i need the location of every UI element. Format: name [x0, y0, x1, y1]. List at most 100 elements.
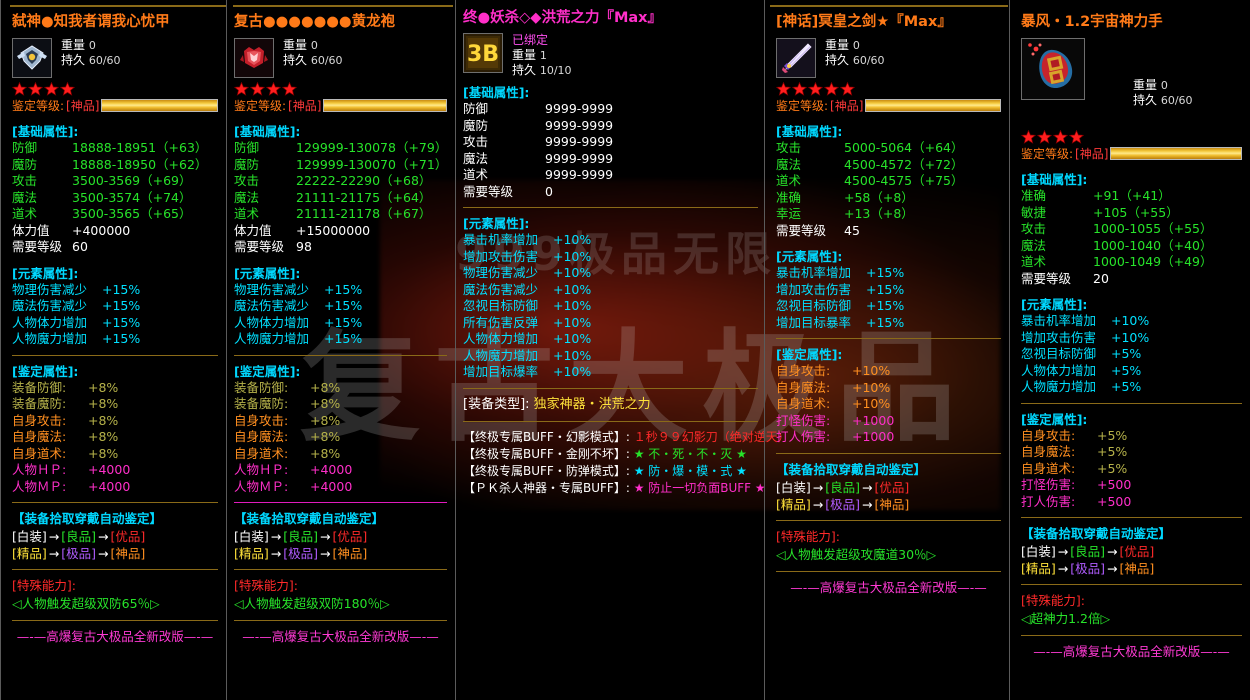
buff-row: 【终极专属BUFF・金刚不坏】: ★ 不・死・不・灭 ★	[463, 446, 758, 463]
divider	[234, 620, 447, 621]
identify-attributes-section: [鉴定属性]: 自身攻击: +5% 自身魔法: +5% 自身道术: +5% 打怪伤害: +50…	[1021, 411, 1242, 511]
chain-arrow-icon: →	[270, 546, 282, 561]
star-icon	[282, 82, 297, 96]
identify-attribute-rows: 装备防御: +8% 装备魔防: +8% 自身攻击: +8% 自身魔法: +8% 自身道术: +8%…	[12, 380, 218, 496]
attribute-label: 暴击机率增加	[776, 265, 852, 280]
item-panel-4[interactable]: [神话]冥皇之剑★『Max』 重量 0 持久 60/60	[766, 0, 1009, 700]
attribute-row: 装备魔防: +8%	[12, 396, 218, 413]
attribute-value: +13（+8）	[844, 206, 914, 221]
base-attribute-rows: 防御 129999-130078（+79） 魔防 129999-130070（+71）…	[234, 140, 447, 256]
item-header: 重量 0 持久 60/60	[776, 38, 1001, 78]
weight-value: 0	[852, 39, 860, 52]
durability-value: 60/60	[852, 54, 885, 67]
attribute-label: 人物体力增加	[1021, 362, 1097, 378]
attribute-label: 自身攻击:	[1021, 427, 1076, 443]
talisman-icon[interactable]: 3B	[463, 33, 503, 73]
attribute-label: 自身道术:	[776, 396, 831, 411]
chain-arrow-icon: →	[812, 496, 824, 512]
attribute-row: 自身攻击: +10%	[776, 363, 1001, 380]
attribute-label: 准确	[776, 189, 802, 205]
star-icon	[1037, 130, 1052, 144]
attribute-row: 攻击 5000-5064（+64）	[776, 140, 1001, 157]
base-attributes-header: [基础属性]:	[776, 124, 843, 139]
attribute-label: 增加目标爆率	[463, 364, 539, 379]
attribute-value: +5%	[1097, 427, 1128, 443]
attribute-label: 人物ＨＰ:	[12, 462, 67, 477]
attribute-row: 物理伤害减少 +15%	[234, 282, 447, 299]
star-icon	[60, 82, 75, 96]
attribute-row: 体力值 +400000	[12, 223, 218, 240]
element-attribute-rows: 暴击机率增加 +10% 增加攻击伤害 +10% 忽视目标防御 +5% 人物体力增加 +5% 人物…	[1021, 313, 1242, 396]
attribute-label: 增加攻击伤害	[1021, 329, 1097, 345]
attribute-row: 忽视目标防御 +15%	[776, 298, 1001, 315]
attribute-value: 3500-3574（+74）	[72, 189, 192, 205]
attribute-value: +10%	[852, 363, 891, 378]
identify-level-label: 鉴定等级:	[12, 99, 65, 113]
identify-grade: [神品]	[288, 99, 322, 113]
attribute-value: +10%	[1111, 313, 1150, 328]
robe-icon[interactable]	[234, 38, 274, 78]
item-meta: 重量 0 持久 60/60	[61, 38, 121, 68]
attribute-label: 自身魔法:	[776, 379, 831, 395]
attribute-row: 自身魔法: +8%	[12, 429, 218, 446]
attribute-value: +15000000	[296, 222, 371, 238]
quality-divine: [神品]	[1119, 561, 1155, 576]
item-panel-1[interactable]: 弑神●知我者谓我心忧甲 重量 0 持久 60/60	[2, 0, 226, 700]
divider	[1021, 517, 1242, 518]
item-panel-5[interactable]: 暴风・1.2宇宙神力手 重量	[1011, 0, 1250, 700]
base-attributes-section: [基础属性]: 准确 +91（+41） 敏捷 +105（+55） 攻击 1000-1055…	[1021, 171, 1242, 287]
armor-icon[interactable]	[12, 38, 52, 78]
attribute-label: 魔法伤害减少	[463, 281, 539, 297]
quality-extreme: [极品]	[61, 546, 97, 561]
attribute-value: +8%	[88, 379, 119, 395]
durability-label: 持久	[283, 53, 308, 67]
quality-boutique: [精品]	[1021, 561, 1056, 576]
element-attributes-section: [元素属性]: 物理伤害减少 +15% 魔法伤害减少 +15% 人物体力增加 +15% 人物…	[12, 265, 218, 348]
item-meta: 重量 0 持久 60/60	[283, 38, 343, 68]
divider	[1021, 584, 1242, 585]
divider-pink	[234, 502, 447, 503]
base-attributes-section: [基础属性]: 攻击 5000-5064（+64） 魔法 4500-4572（+72）…	[776, 123, 1001, 239]
divider	[234, 354, 447, 356]
attribute-row: 增加攻击伤害 +10%	[1021, 330, 1242, 347]
divider	[234, 569, 447, 570]
item-panel-3[interactable]: 终●妖杀◇◆洪荒之力『Max』 3B 已绑定 重量 1 持久 10/10 [基础	[457, 0, 790, 700]
attribute-label: 自身攻击:	[776, 363, 831, 378]
attribute-row: 幸运 +13（+8）	[776, 206, 1001, 223]
star-icon	[266, 82, 281, 96]
element-attributes-header: [元素属性]:	[12, 265, 79, 281]
quality-boutique: [精品]	[234, 546, 269, 561]
sword-icon[interactable]	[776, 38, 816, 78]
auto-identify-header: 【装备拾取穿戴自动鉴定】	[776, 461, 927, 477]
board-left-edge	[0, 0, 1, 700]
attribute-value: +105（+55）	[1093, 204, 1179, 220]
attribute-label: 魔法	[12, 189, 38, 205]
chain-arrow-icon: →	[1107, 561, 1118, 576]
star-icon	[824, 82, 839, 96]
identify-attributes-header: [鉴定属性]:	[234, 363, 301, 379]
attribute-label: 体力值	[12, 222, 50, 238]
attribute-label: 增加攻击伤害	[463, 248, 539, 264]
bracer-icon[interactable]	[1021, 38, 1085, 100]
weight-value: 0	[310, 39, 318, 52]
attribute-value: 129999-130078（+79）	[296, 140, 448, 155]
attribute-value: 1000-1049（+49）	[1093, 254, 1213, 269]
durability-value: 10/10	[539, 64, 572, 77]
divider	[1021, 635, 1242, 636]
attribute-row: 所有伤害反弹 +10%	[463, 315, 758, 332]
weight-label: 重量	[283, 38, 308, 52]
item-panel-2[interactable]: 复古●●●●●●●黄龙袍 重量 0 持久 60/60	[228, 0, 455, 700]
quality-extreme: [极品]	[283, 546, 319, 561]
attribute-value: +10%	[852, 379, 891, 395]
attribute-value: +15%	[324, 331, 363, 346]
attribute-label: 道术	[234, 206, 260, 221]
attribute-row: 魔防 9999-9999	[463, 118, 758, 135]
star-rating	[12, 82, 218, 96]
attribute-label: 需要等级	[776, 222, 827, 238]
column-divider-3	[764, 0, 765, 700]
divider	[12, 620, 218, 621]
footer-banner: —-—高爆复古大极品全新改版—-—	[1033, 644, 1230, 659]
quality-chain-row-1: [白装] → [良品] → [优品]	[776, 479, 1001, 496]
attribute-label: 魔法伤害减少	[234, 298, 310, 313]
attribute-value: +5%	[1111, 379, 1142, 394]
